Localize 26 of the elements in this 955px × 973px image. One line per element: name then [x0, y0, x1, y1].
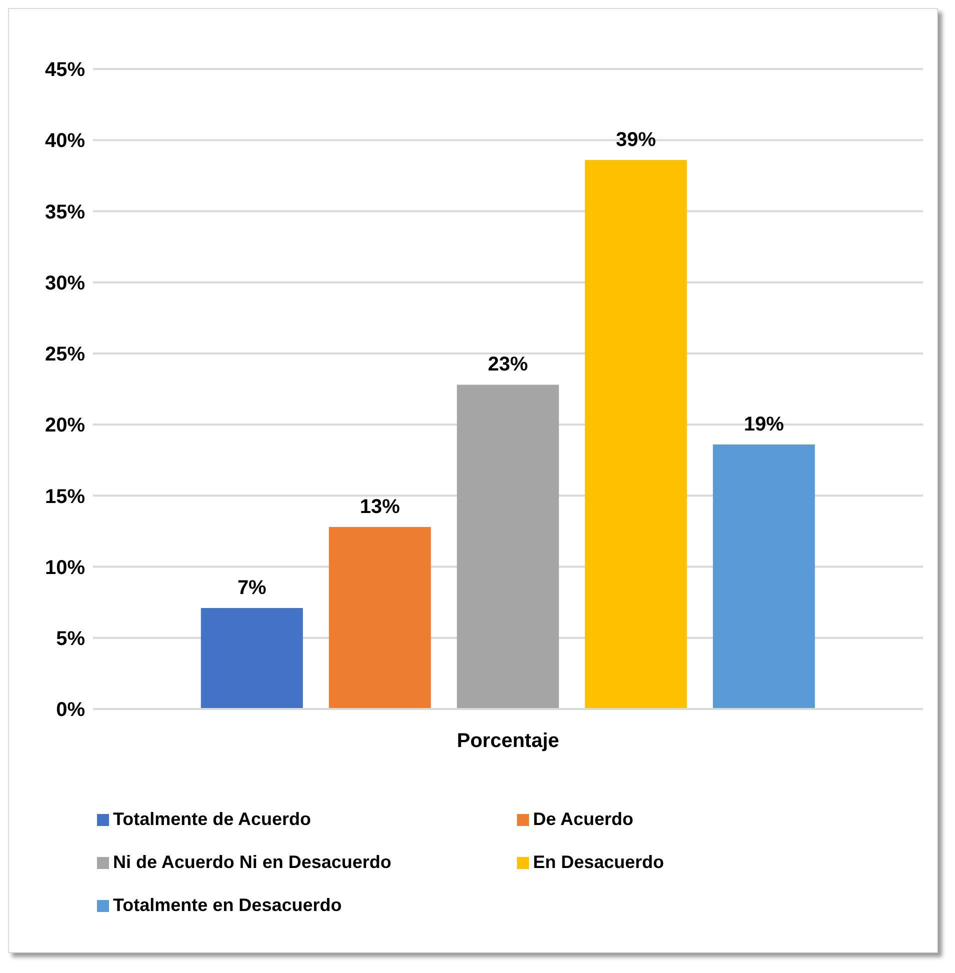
x-tick-label: Porcentaje	[456, 730, 560, 752]
bar	[584, 160, 687, 709]
data-label: 19%	[744, 413, 784, 436]
y-tick-label: 20%	[44, 414, 86, 437]
legend-label: Totalmente en Desacuerdo	[113, 895, 342, 916]
y-tick-label: 5%	[56, 628, 86, 650]
legend-label: Totalmente de Acuerdo	[113, 809, 312, 830]
data-label: 7%	[237, 577, 267, 600]
y-tick-label: 40%	[44, 130, 86, 152]
bar	[200, 608, 303, 709]
legend-label: En Desacuerdo	[533, 852, 664, 873]
legend-label: Ni de Acuerdo Ni en Desacuerdo	[113, 852, 392, 873]
bar	[456, 384, 559, 709]
y-tick-label: 10%	[44, 556, 86, 579]
y-tick-label: 45%	[44, 59, 86, 82]
legend-label: De Acuerdo	[533, 809, 634, 830]
y-tick-label: 0%	[56, 699, 86, 722]
bar	[712, 444, 815, 709]
data-label: 13%	[360, 496, 400, 518]
y-tick-label: 15%	[44, 486, 86, 508]
y-tick-label: 35%	[44, 201, 86, 224]
bar	[328, 526, 431, 709]
y-tick-label: 30%	[44, 272, 86, 294]
data-label: 39%	[616, 129, 656, 152]
data-label: 23%	[488, 354, 528, 376]
y-tick-label: 25%	[44, 344, 86, 366]
